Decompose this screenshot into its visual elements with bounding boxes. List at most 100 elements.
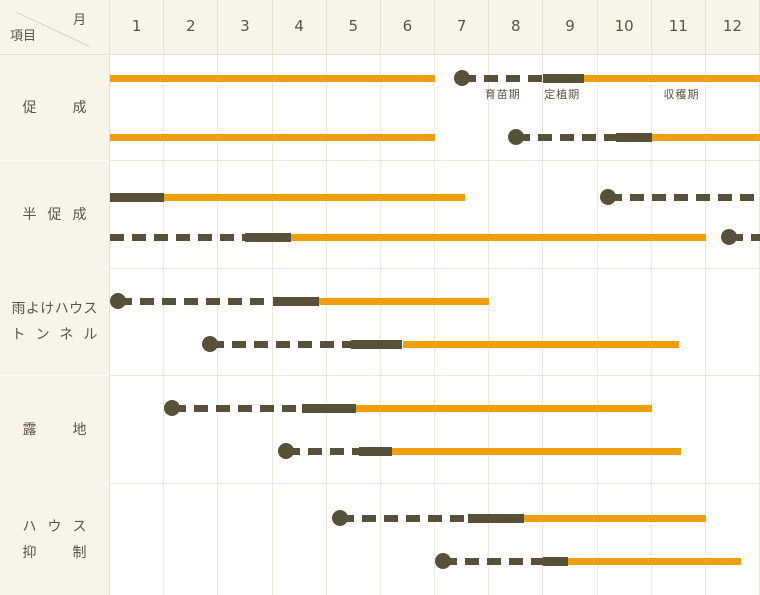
row-label-line: 促成	[22, 99, 87, 116]
harvest-period-bar	[391, 447, 682, 455]
harvest-period-bar	[524, 514, 706, 522]
row-chart-area: 育苗期 定植期 収穫期	[110, 55, 760, 160]
calendar-row: 促成 育苗期 定植期 収穫期	[0, 55, 760, 160]
planting-period-bar	[359, 446, 392, 456]
month-grid-cell	[218, 55, 273, 160]
month-grid-cell	[543, 55, 598, 160]
planting-period-bar	[616, 132, 652, 142]
month-grid-cell	[273, 161, 327, 268]
seedling-start-dot	[332, 510, 349, 526]
month-grid-cell	[489, 55, 544, 160]
seedling-start-dot	[454, 70, 471, 86]
seedling-start-dot	[202, 336, 219, 352]
month-grid-cell	[706, 161, 760, 268]
month-grid-cell	[164, 269, 219, 375]
row-label-line: ハウス	[22, 518, 87, 535]
month-grid-cell	[327, 55, 381, 160]
month-header-cell: 11	[652, 0, 706, 54]
row-label: 雨よけハウス トンネル	[0, 268, 110, 375]
month-grid-cell	[218, 376, 273, 483]
row-chart-area	[110, 375, 760, 483]
month-header-cell: 6	[381, 0, 436, 54]
seedling-period-bar	[110, 233, 246, 241]
calendar-row: 露地	[0, 375, 760, 483]
month-grid-cell	[543, 376, 598, 483]
month-grid-cell	[598, 161, 652, 268]
month-grid-cell	[598, 269, 652, 375]
row-label-line: 露地	[22, 421, 87, 438]
seedling-start-dot	[110, 293, 127, 309]
planting-period-bar	[543, 73, 584, 83]
harvest-period-bar	[651, 133, 760, 141]
corner-month-label: 月	[72, 13, 86, 28]
seedling-period-bar	[332, 510, 468, 526]
harvest-period-bar	[567, 557, 742, 565]
month-header-cell: 5	[327, 0, 381, 54]
month-grid-cell	[598, 484, 652, 595]
corner-item-label: 項目	[10, 29, 37, 44]
month-grid-cell	[273, 269, 327, 375]
month-grid-cell	[164, 55, 219, 160]
harvest-period-bar	[356, 404, 652, 412]
month-grid-cell	[652, 376, 706, 483]
row-label: 露地	[0, 375, 110, 483]
calendar-row: 雨よけハウス トンネル	[0, 268, 760, 375]
month-grid-cell	[110, 161, 165, 268]
month-grid-cell	[327, 161, 381, 268]
month-grid-cell	[164, 161, 219, 268]
month-grid-cell	[598, 376, 652, 483]
month-header: 1 2 3 4 5 6 7 8 9 10 11 12	[110, 0, 760, 54]
month-grid-cell	[381, 484, 436, 595]
month-grid-cell	[435, 55, 490, 160]
month-grid-cell	[381, 161, 436, 268]
month-grid-cell	[706, 269, 760, 375]
month-grid-cell	[543, 161, 598, 268]
row-label: ハウス 抑制	[0, 483, 110, 595]
seedling-period-bar	[508, 129, 617, 145]
month-grid-cell	[327, 376, 381, 483]
harvest-period-bar	[583, 74, 760, 82]
row-label: 半促成	[0, 160, 110, 268]
row-label-line: 雨よけハウス	[11, 301, 98, 317]
month-grid-cell	[706, 484, 760, 595]
month-grid-cell	[381, 376, 436, 483]
row-chart-area	[110, 268, 760, 375]
month-grid-cell	[218, 269, 273, 375]
row-label: 促成	[0, 55, 110, 160]
month-grid-cell	[489, 161, 544, 268]
calendar-body: 促成 育苗期 定植期 収穫期半促成 雨よけハウス トンネル露地ハウス抑制	[0, 55, 760, 595]
row-label-line: 抑制	[22, 544, 87, 561]
corner-cell: 月 項目	[0, 0, 110, 54]
month-header-cell: 2	[164, 0, 219, 54]
seedling-start-dot	[721, 229, 738, 245]
month-grid-cell	[110, 484, 165, 595]
month-grid-cell	[489, 484, 544, 595]
month-grid-cell	[110, 55, 165, 160]
seedling-start-dot	[164, 400, 181, 416]
period-legend-label: 育苗期	[484, 88, 521, 101]
seedling-period-bar	[600, 189, 760, 205]
month-grid-cell	[110, 269, 165, 375]
harvest-period-bar	[291, 233, 706, 241]
harvest-period-bar	[318, 297, 490, 305]
month-grid-cell	[218, 484, 273, 595]
calendar-row: ハウス 抑制	[0, 483, 760, 595]
month-header-cell: 12	[706, 0, 760, 54]
month-header-cell: 8	[489, 0, 544, 54]
seedling-start-dot	[600, 189, 617, 205]
month-header-cell: 3	[218, 0, 273, 54]
month-grid-cell	[381, 269, 436, 375]
month-grid-cell	[706, 55, 760, 160]
seedling-start-dot	[278, 443, 295, 459]
month-grid-cell	[435, 376, 490, 483]
month-grid-cell	[435, 269, 490, 375]
month-grid-cell	[327, 484, 381, 595]
month-grid-cell	[218, 161, 273, 268]
month-grid-cell	[489, 376, 544, 483]
period-legend-label: 定植期	[544, 88, 581, 101]
seedling-period-bar	[202, 336, 352, 352]
harvest-period-bar	[110, 74, 435, 82]
period-legend-label: 収穫期	[663, 88, 700, 101]
planting-period-bar	[302, 403, 357, 413]
